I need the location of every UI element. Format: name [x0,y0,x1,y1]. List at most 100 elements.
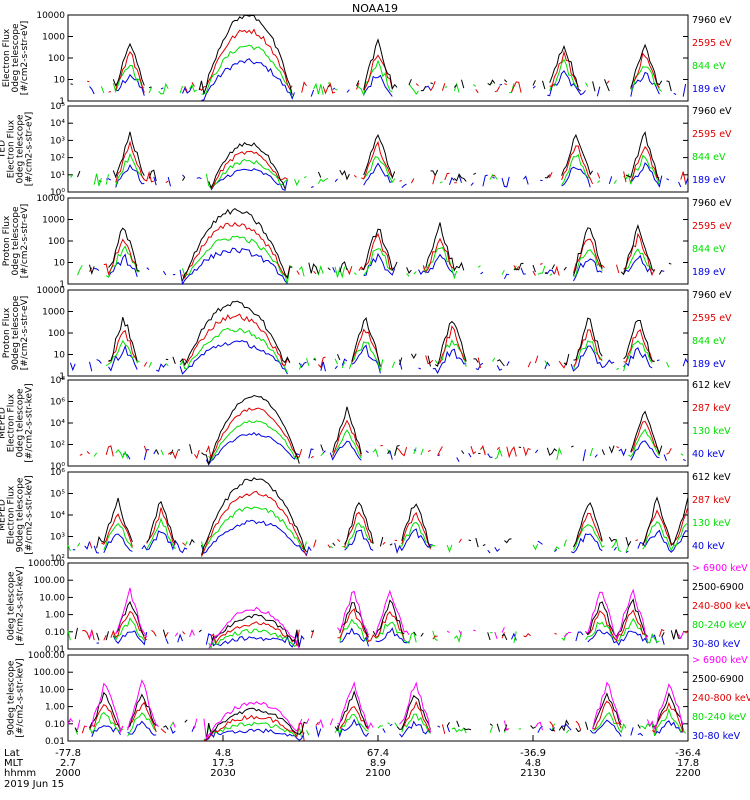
xtick-mlt: 17.8 [677,758,699,769]
ytick-label: 1.00 [45,703,65,713]
panel-6: 10⁶ 10⁵ 10⁴ 10³ 10² MEPED Electron Flux 90deg t… [0,468,731,564]
legend-entry: 287 keV [692,403,731,414]
xaxis-row-label-mlt: MLT [4,758,24,769]
ytick-label: 100 [48,329,65,339]
ytick-label: 10² [50,154,65,164]
legend-entry: 2500-6900 [692,582,744,593]
panel-frame [67,14,689,102]
legend-entry: 240-800 keV [692,601,750,612]
series-line [87,30,683,94]
legend-entry: > 6900 keV [692,563,748,574]
legend-entry: 130 keV [692,518,731,529]
series-line [98,162,689,191]
panel-2: 10⁵ 10⁴ 10³ 10² 10¹ 10⁰ TED Electron Flux 0deg t… [0,102,732,198]
panel-3: 10000 1000 100 10 1 Proton Flux 0deg telescope… [2,194,732,290]
xtick-lat: -77.8 [55,748,81,759]
ylabel-line: Electron Flux [7,393,17,452]
ylabel-line: Electron Flux [7,485,17,544]
series-line [70,154,683,188]
ylabel-line: [#/cm2-s-str-eV] [25,112,35,187]
legend-entry: > 6900 keV [692,655,748,666]
panel-4: 10000 1000 100 10 1 Proton Flux 90deg telescop… [2,286,732,382]
ytick-label: 10⁸ [50,376,65,386]
ytick-label: 1000 [42,33,65,43]
ytick-label: 10⁶ [50,398,65,408]
ylabel-line: TED [0,140,8,159]
ytick-label: 1 [59,97,65,107]
legend-entry: 844 eV [692,336,726,347]
legend-entry: 80-240 keV [692,620,747,631]
legend-entry: 2595 eV [692,313,732,324]
series-line [82,701,688,740]
ylabel-line: 0deg telescope [7,571,17,641]
ytick-label: 1.00 [45,611,65,621]
ytick-label: 10¹ [50,171,65,181]
panel-frame [67,379,689,467]
ytick-label: 10000 [36,286,65,296]
legend-entry: 612 keV [692,380,731,391]
ytick-label: 100 [48,237,65,247]
legend-entry: 2500-6900 [692,674,744,685]
legend-entry: 40 keV [692,541,725,552]
panel-frame [67,562,689,650]
series-line [74,707,686,741]
xtick-hhmm: 2100 [365,768,390,779]
series-line [67,679,684,740]
ylabel-line: MEPED [0,407,8,439]
ytick-label: 10⁴ [50,419,65,429]
xaxis-row-label-hhmm: hhmm [4,768,36,779]
series-line [101,45,688,97]
ytick-label: 10² [50,441,65,451]
legend-entry: 189 eV [692,175,726,186]
ytick-label: 10⁰ [50,188,65,198]
legend-entry: 30-80 keV [692,639,741,650]
ytick-label: 10⁵ [50,490,65,500]
ytick-label: 10.00 [39,593,65,603]
series-line [68,618,688,648]
xaxis-row-label-lat: Lat [4,748,20,759]
legend-entry: 7960 eV [692,106,732,117]
ytick-label: 10 [54,351,66,361]
legend-entry: 844 eV [692,152,726,163]
series-line [97,628,688,647]
ylabel-line: Electron Flux [7,119,17,178]
series-line [82,608,689,647]
ytick-label: 10 [54,76,66,86]
ylabel-line: 0deg telescope [16,114,26,184]
xtick-mlt: 4.8 [525,758,541,769]
series-line [115,140,687,190]
panel-frame [67,471,689,559]
ytick-label: 1 [59,280,65,290]
ytick-label: 100.00 [34,576,66,586]
series-line [89,58,687,101]
series-line [156,396,681,465]
ylabel-line: 90deg telescope [11,295,21,370]
ylabel-line: [#/cm2-s-str-keV] [16,566,26,645]
ytick-label: 1000 [42,216,65,226]
ylabel-line: MEPED [0,499,8,531]
legend-entry: 189 eV [692,84,726,95]
ytick-label: 100.00 [34,668,66,678]
panel-frame [67,105,689,193]
ytick-label: 100 [48,54,65,64]
ylabel-line: Proton Flux [2,307,12,358]
ytick-label: 10 [54,259,66,269]
xtick-hhmm: 2030 [210,768,235,779]
legend-entry: 7960 eV [692,198,732,209]
ylabel-line: [#/cm2-s-str-eV] [20,204,30,279]
series-line [67,506,689,553]
legend-entry: 240-800 keV [692,693,750,704]
xtick-lat: -36.4 [675,748,701,759]
legend-entry: 40 keV [692,449,725,460]
ytick-label: 10³ [50,136,65,146]
xtick-mlt: 8.9 [370,758,386,769]
ytick-label: 10.00 [39,685,65,695]
series-line [96,477,689,556]
ylabel-line: Electron Flux [2,28,12,87]
legend-entry: 844 eV [692,61,726,72]
legend-entry: 2595 eV [692,38,732,49]
legend-entry: 2595 eV [692,221,732,232]
legend-entry: 7960 eV [692,15,732,26]
